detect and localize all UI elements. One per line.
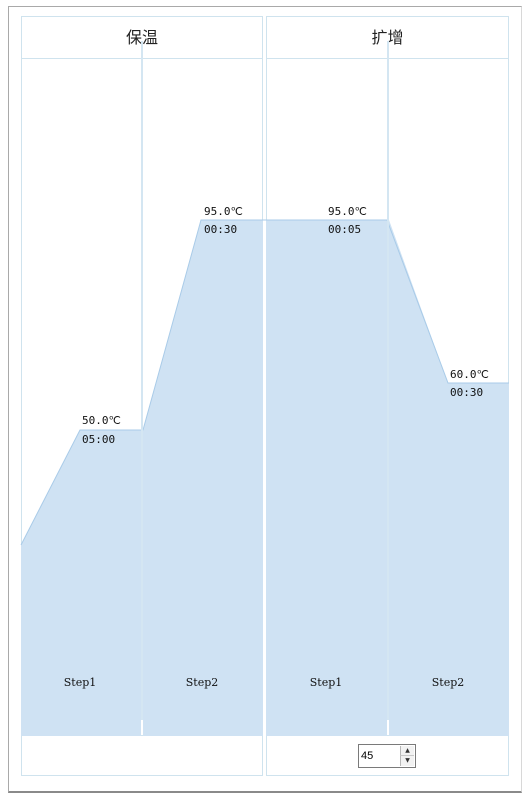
stage-footer — [22, 735, 262, 775]
amp-step1-time[interactable]: 00:05 — [328, 223, 362, 236]
step-divider — [141, 41, 143, 720]
step-divider — [387, 41, 389, 720]
cycle-count-spinner[interactable]: ▲ ▼ — [358, 744, 416, 768]
spin-up-icon[interactable]: ▲ — [400, 746, 414, 756]
amp-step1-label: Step1 — [309, 676, 343, 689]
amp-step2-label: Step2 — [431, 676, 465, 689]
amp-step1-temperature[interactable]: 95.0℃ — [328, 205, 367, 218]
stage-footer — [267, 735, 508, 775]
hold-step2-temperature[interactable]: 95.0℃ — [204, 205, 243, 218]
spin-down-icon[interactable]: ▼ — [400, 756, 414, 766]
hold-step1-time[interactable]: 05:00 — [82, 433, 116, 446]
amp-step2-temperature[interactable]: 60.0℃ — [450, 368, 489, 381]
hold-step2-time[interactable]: 00:30 — [204, 223, 238, 236]
cycle-count-input[interactable] — [361, 747, 399, 765]
hold-step1-temperature[interactable]: 50.0℃ — [82, 414, 121, 427]
amp-step2-time[interactable]: 00:30 — [450, 386, 484, 399]
hold-step2-label: Step2 — [185, 676, 219, 689]
hold-step1-label: Step1 — [63, 676, 97, 689]
